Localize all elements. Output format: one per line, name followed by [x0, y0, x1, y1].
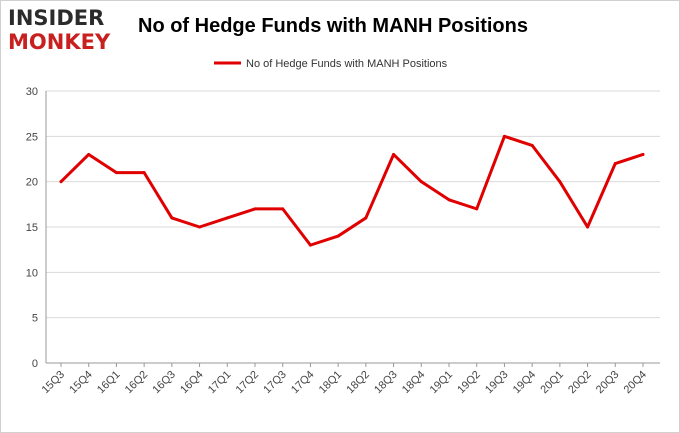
- y-tick-label: 25: [26, 131, 38, 143]
- x-tick-label: 19Q1: [428, 369, 456, 397]
- x-tick-label: 16Q4: [178, 369, 206, 397]
- data-point: [142, 171, 146, 175]
- y-tick-label: 5: [32, 313, 38, 325]
- y-tick-label: 30: [26, 86, 38, 98]
- x-tick-label: 18Q3: [372, 369, 400, 397]
- x-tick-label: 19Q4: [511, 369, 539, 397]
- data-point: [364, 216, 368, 220]
- x-tick-label: 19Q3: [483, 369, 511, 397]
- data-point: [308, 243, 312, 247]
- legend-label: No of Hedge Funds with MANH Positions: [246, 58, 448, 70]
- y-tick-label: 15: [26, 222, 38, 234]
- data-point: [586, 225, 590, 229]
- data-point: [170, 216, 174, 220]
- y-tick-label: 20: [26, 177, 38, 189]
- x-tick-label: 17Q2: [234, 369, 262, 397]
- x-tick-label: 16Q3: [150, 369, 178, 397]
- x-tick-label: 15Q4: [67, 369, 95, 397]
- x-tick-label: 15Q3: [40, 369, 68, 397]
- data-point: [281, 207, 285, 211]
- legend: No of Hedge Funds with MANH Positions: [214, 58, 448, 70]
- data-point: [613, 162, 617, 166]
- data-point: [336, 234, 340, 238]
- data-point: [641, 152, 645, 156]
- series-lines: [59, 134, 645, 247]
- x-tick-label: 20Q1: [538, 369, 566, 397]
- x-tick-label: 17Q1: [206, 369, 234, 397]
- x-tick-labels: 15Q3 15Q4 16Q1 16Q2 16Q3 16Q4 17Q1 17Q2 17Q3 17Q4…: [40, 369, 650, 397]
- data-point: [530, 143, 534, 147]
- data-point: [114, 171, 118, 175]
- data-point: [475, 207, 479, 211]
- x-tick-label: 16Q1: [95, 369, 123, 397]
- x-tick-label: 18Q2: [344, 369, 372, 397]
- data-point: [225, 216, 229, 220]
- chart-title: No of Hedge Funds with MANH Positions: [138, 15, 528, 37]
- data-point: [419, 180, 423, 184]
- y-tick-label: 10: [26, 267, 38, 279]
- axes: [45, 91, 660, 367]
- data-point: [447, 198, 451, 202]
- gridlines: [46, 90, 660, 319]
- y-tick-labels: 0 5 10 15 20 25 30: [26, 86, 38, 370]
- x-tick-label: 20Q4: [622, 369, 650, 397]
- insider-monkey-logo: INSIDER MONKEY: [8, 6, 128, 56]
- data-point: [87, 152, 91, 156]
- x-tick-label: 20Q2: [566, 369, 594, 397]
- x-tick-label: 18Q4: [400, 369, 428, 397]
- x-tick-label: 20Q3: [594, 369, 622, 397]
- x-tick-label: 18Q1: [317, 369, 345, 397]
- x-tick-label: 19Q2: [455, 369, 483, 397]
- logo-line-2: MONKEY: [8, 30, 111, 54]
- series-line: [59, 134, 645, 247]
- x-tick-label: 16Q2: [123, 369, 151, 397]
- data-point: [502, 134, 506, 138]
- data-point: [59, 180, 63, 184]
- logo-line-1: INSIDER: [8, 6, 105, 30]
- y-tick-label: 0: [32, 358, 38, 370]
- data-point: [558, 180, 562, 184]
- data-point: [198, 225, 202, 229]
- x-tick-label: 17Q3: [261, 369, 289, 397]
- x-tick-label: 17Q4: [289, 369, 317, 397]
- data-point: [253, 207, 257, 211]
- data-point: [392, 152, 396, 156]
